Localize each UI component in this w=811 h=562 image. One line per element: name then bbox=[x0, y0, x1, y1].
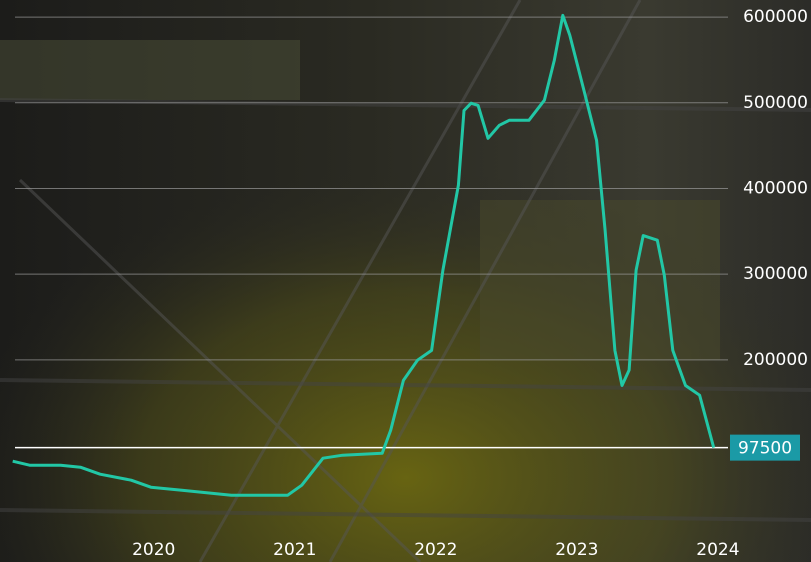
y-tick-label: 200000 bbox=[743, 350, 808, 370]
x-tick-label: 2020 bbox=[132, 540, 175, 560]
y-tick-label: 500000 bbox=[743, 93, 808, 113]
y-tick-label: 400000 bbox=[743, 178, 808, 198]
x-tick-label: 2023 bbox=[555, 540, 598, 560]
x-tick-label: 2024 bbox=[696, 540, 739, 560]
x-tick-label: 2021 bbox=[273, 540, 316, 560]
y-tick-label: 300000 bbox=[743, 264, 808, 284]
y-tick-label: 600000 bbox=[743, 7, 808, 27]
x-tick-label: 2022 bbox=[414, 540, 457, 560]
reference-label-bg bbox=[730, 434, 800, 461]
reference-label: 97500 bbox=[738, 439, 792, 459]
price-line bbox=[12, 13, 716, 497]
